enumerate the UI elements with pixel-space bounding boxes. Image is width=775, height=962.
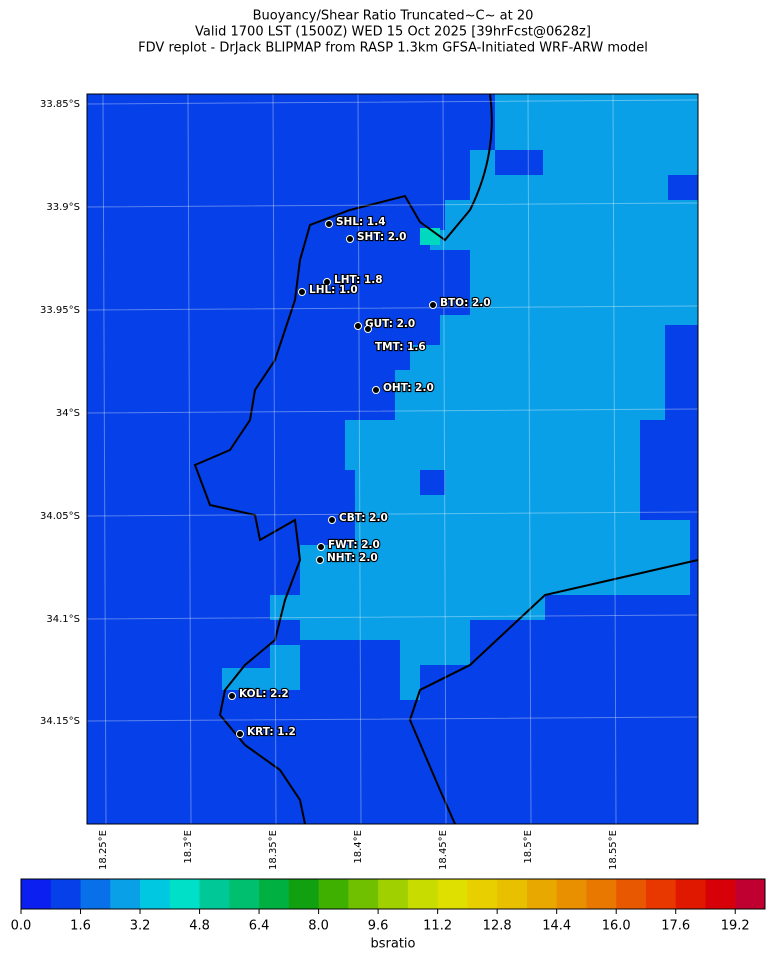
lon-label: 18.3°E (183, 830, 194, 864)
colorbar-bin (348, 879, 379, 909)
region (445, 150, 543, 200)
station-dot (328, 516, 336, 524)
colorbar-label: bsratio (371, 937, 416, 952)
colorbar-bin (586, 879, 617, 909)
colorbar-tick-label: 0.0 (11, 919, 32, 934)
colorbar-tick-label: 4.8 (189, 919, 210, 934)
colorbar-bin (169, 879, 201, 909)
lat-label: 34°S (56, 408, 80, 419)
colorbar-bin (199, 879, 230, 909)
station-dot (316, 556, 324, 564)
station-label: KRT: 1.2 (247, 726, 296, 738)
colorbar-bin (675, 879, 706, 909)
station-label: TMT: 1.6 (375, 341, 426, 353)
colorbar-bin (110, 879, 141, 909)
colorbar-bin (497, 879, 528, 909)
station-dot (228, 692, 236, 700)
lon-label: 18.25°E (98, 830, 109, 870)
station-dot (325, 220, 333, 228)
station-dot (372, 386, 380, 394)
colorbar-tick-label: 9.6 (368, 919, 389, 934)
coastline (193, 94, 698, 824)
lon-label: 18.45°E (438, 830, 449, 870)
station-label: KOL: 2.2 (239, 688, 289, 700)
colorbar-bin (735, 879, 766, 909)
colorbar-tick-label: 1.6 (70, 919, 91, 934)
station-label: NHT: 2.0 (327, 552, 378, 564)
station-label: LHT: 1.8 (334, 274, 383, 286)
station-label: BTO: 2.0 (440, 297, 491, 309)
colorbar-tick-label: 3.2 (130, 919, 151, 934)
colorbar-bin (259, 879, 290, 909)
colorbar-bin (437, 879, 468, 909)
graticule (87, 94, 698, 824)
title-line: Valid 1700 LST (1500Z) WED 15 Oct 2025 [… (195, 25, 591, 40)
colorbar-tick-label: 12.8 (483, 919, 512, 934)
station-label: SHL: 1.4 (336, 216, 386, 228)
colorbar-bin (407, 879, 439, 909)
region (420, 470, 445, 495)
colorbar-tick-label: 14.4 (542, 919, 571, 934)
colorbar-bin (645, 879, 677, 909)
colorbar-tick-label: 16.0 (602, 919, 631, 934)
title-line: FDV replot - DrJack BLIPMAP from RASP 1.… (138, 41, 648, 56)
station-dot (346, 235, 354, 243)
colorbar-bin (229, 879, 260, 909)
colorbar-bin (526, 879, 558, 909)
colorbar-bin (378, 879, 409, 909)
title-line: Buoyancy/Shear Ratio Truncated~C~ at 20 (253, 9, 534, 24)
lat-label: 34.1°S (46, 614, 80, 625)
lon-label: 18.35°E (268, 830, 279, 870)
colorbar-bin (288, 879, 320, 909)
lat-label: 34.05°S (40, 511, 80, 522)
station-dot (236, 730, 244, 738)
lat-label: 34.15°S (40, 716, 80, 727)
colorbar-bin (616, 879, 647, 909)
colorbar-bin (80, 879, 111, 909)
lon-label: 18.4°E (353, 830, 364, 864)
colorbar-bin (705, 879, 736, 909)
colorbar-bin (50, 879, 82, 909)
station-dot (298, 288, 306, 296)
colorbar-bin (140, 879, 171, 909)
colorbar-tick-label: 6.4 (249, 919, 270, 934)
colorbar-frame (20, 878, 766, 910)
colorbar-tick-label: 11.2 (423, 919, 452, 934)
station-dot (364, 325, 372, 333)
colorbar-tick-label: 17.6 (661, 919, 690, 934)
lon-label: 18.55°E (608, 830, 619, 870)
colorbar-bin (467, 879, 498, 909)
station-label: LHL: 1.0 (309, 284, 358, 296)
station-label: FWT: 2.0 (328, 539, 380, 551)
lat-label: 33.9°S (46, 202, 80, 213)
lon-label: 18.5°E (523, 830, 534, 864)
station-label: CBT: 2.0 (339, 512, 388, 524)
colorbar-bin (318, 879, 349, 909)
colorbar-tick-label: 19.2 (721, 919, 750, 934)
station-label: GUT: 2.0 (365, 318, 415, 330)
station-dot (317, 543, 325, 551)
lat-label: 33.85°S (40, 99, 80, 110)
station-label: OHT: 2.0 (383, 382, 434, 394)
region (270, 94, 698, 700)
map-frame (86, 93, 699, 825)
colorbar-tick-label: 8.0 (308, 919, 329, 934)
station-dot (354, 322, 362, 330)
region (222, 645, 300, 690)
colorbar-bin (21, 879, 52, 909)
colorbar-bin (556, 879, 587, 909)
map (86, 93, 699, 825)
station-dot (429, 301, 437, 309)
lat-label: 33.95°S (40, 305, 80, 316)
station-label: SHT: 2.0 (357, 231, 406, 243)
station-dot (323, 278, 331, 286)
region (420, 228, 440, 245)
